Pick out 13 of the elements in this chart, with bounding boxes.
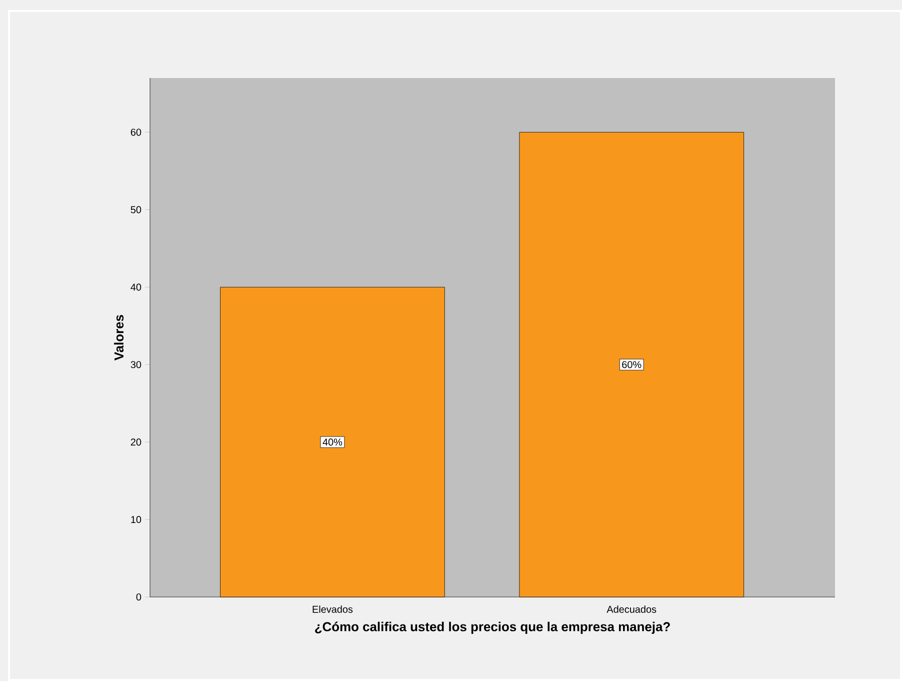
y-axis-title: Valores	[114, 314, 124, 360]
x-axis-title: ¿Cómo califica usted los precios que la empresa maneja?	[315, 622, 670, 634]
data-label: 60%	[622, 361, 642, 368]
y-tick-label: 60	[130, 128, 142, 136]
data-label: 40%	[322, 438, 342, 446]
y-tick-label: 0	[136, 593, 142, 601]
y-tick-label: 50	[130, 206, 142, 214]
x-tick-label: Adecuados	[606, 606, 656, 613]
y-tick-label: 30	[130, 361, 142, 368]
y-tick-label: 20	[130, 438, 142, 446]
x-tick-label: Elevados	[312, 606, 353, 613]
y-tick-label: 10	[131, 516, 142, 524]
y-tick-label: 40	[130, 284, 142, 291]
